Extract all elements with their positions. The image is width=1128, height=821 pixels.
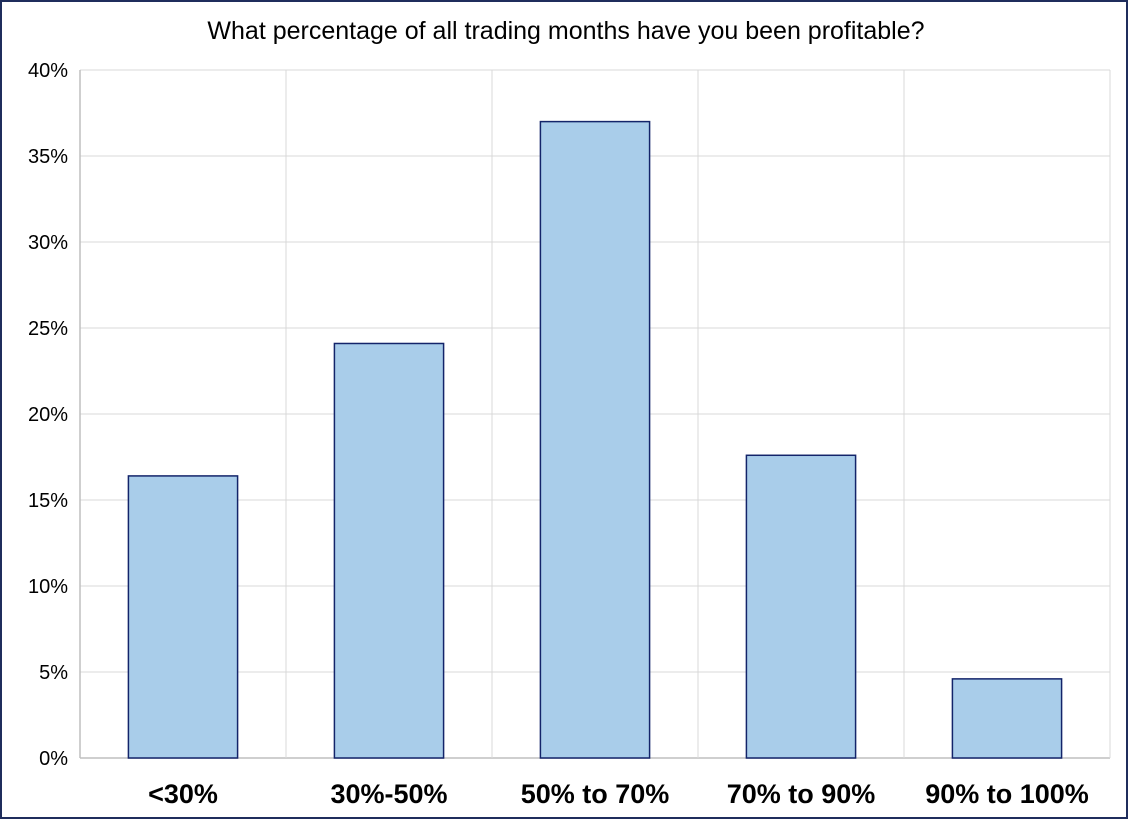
x-tick-label: 30%-50% [330,779,447,809]
y-tick-label: 25% [28,318,68,340]
x-axis-ticks: <30% 30%-50% 50% to 70% 70% to 90% 90% to 10… [148,779,1089,809]
x-tick-label: 70% to 90% [727,779,876,809]
x-tick-label: <30% [148,779,218,809]
x-tick-label: 90% to 100% [925,779,1089,809]
y-tick-label: 5% [39,662,68,684]
y-tick-label: 20% [28,404,68,426]
x-tick-label: 50% to 70% [521,779,670,809]
bar [951,678,1063,759]
y-tick-label: 30% [28,232,68,254]
y-tick-label: 0% [39,748,68,770]
y-tick-label: 40% [28,60,68,82]
bars [127,120,1063,759]
chart-title: What percentage of all trading months ha… [207,17,924,45]
y-tick-label: 35% [28,146,68,168]
y-tick-label: 15% [28,490,68,512]
bar [539,120,651,759]
y-tick-label: 10% [28,576,68,598]
y-axis-ticks: 0% 5% 10% 15% 20% 25% 30% 35% 40% [28,60,68,770]
bar [127,475,239,759]
bar [333,342,445,759]
bar [745,454,857,759]
